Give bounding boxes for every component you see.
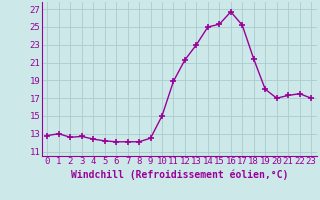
X-axis label: Windchill (Refroidissement éolien,°C): Windchill (Refroidissement éolien,°C) [70, 169, 288, 180]
